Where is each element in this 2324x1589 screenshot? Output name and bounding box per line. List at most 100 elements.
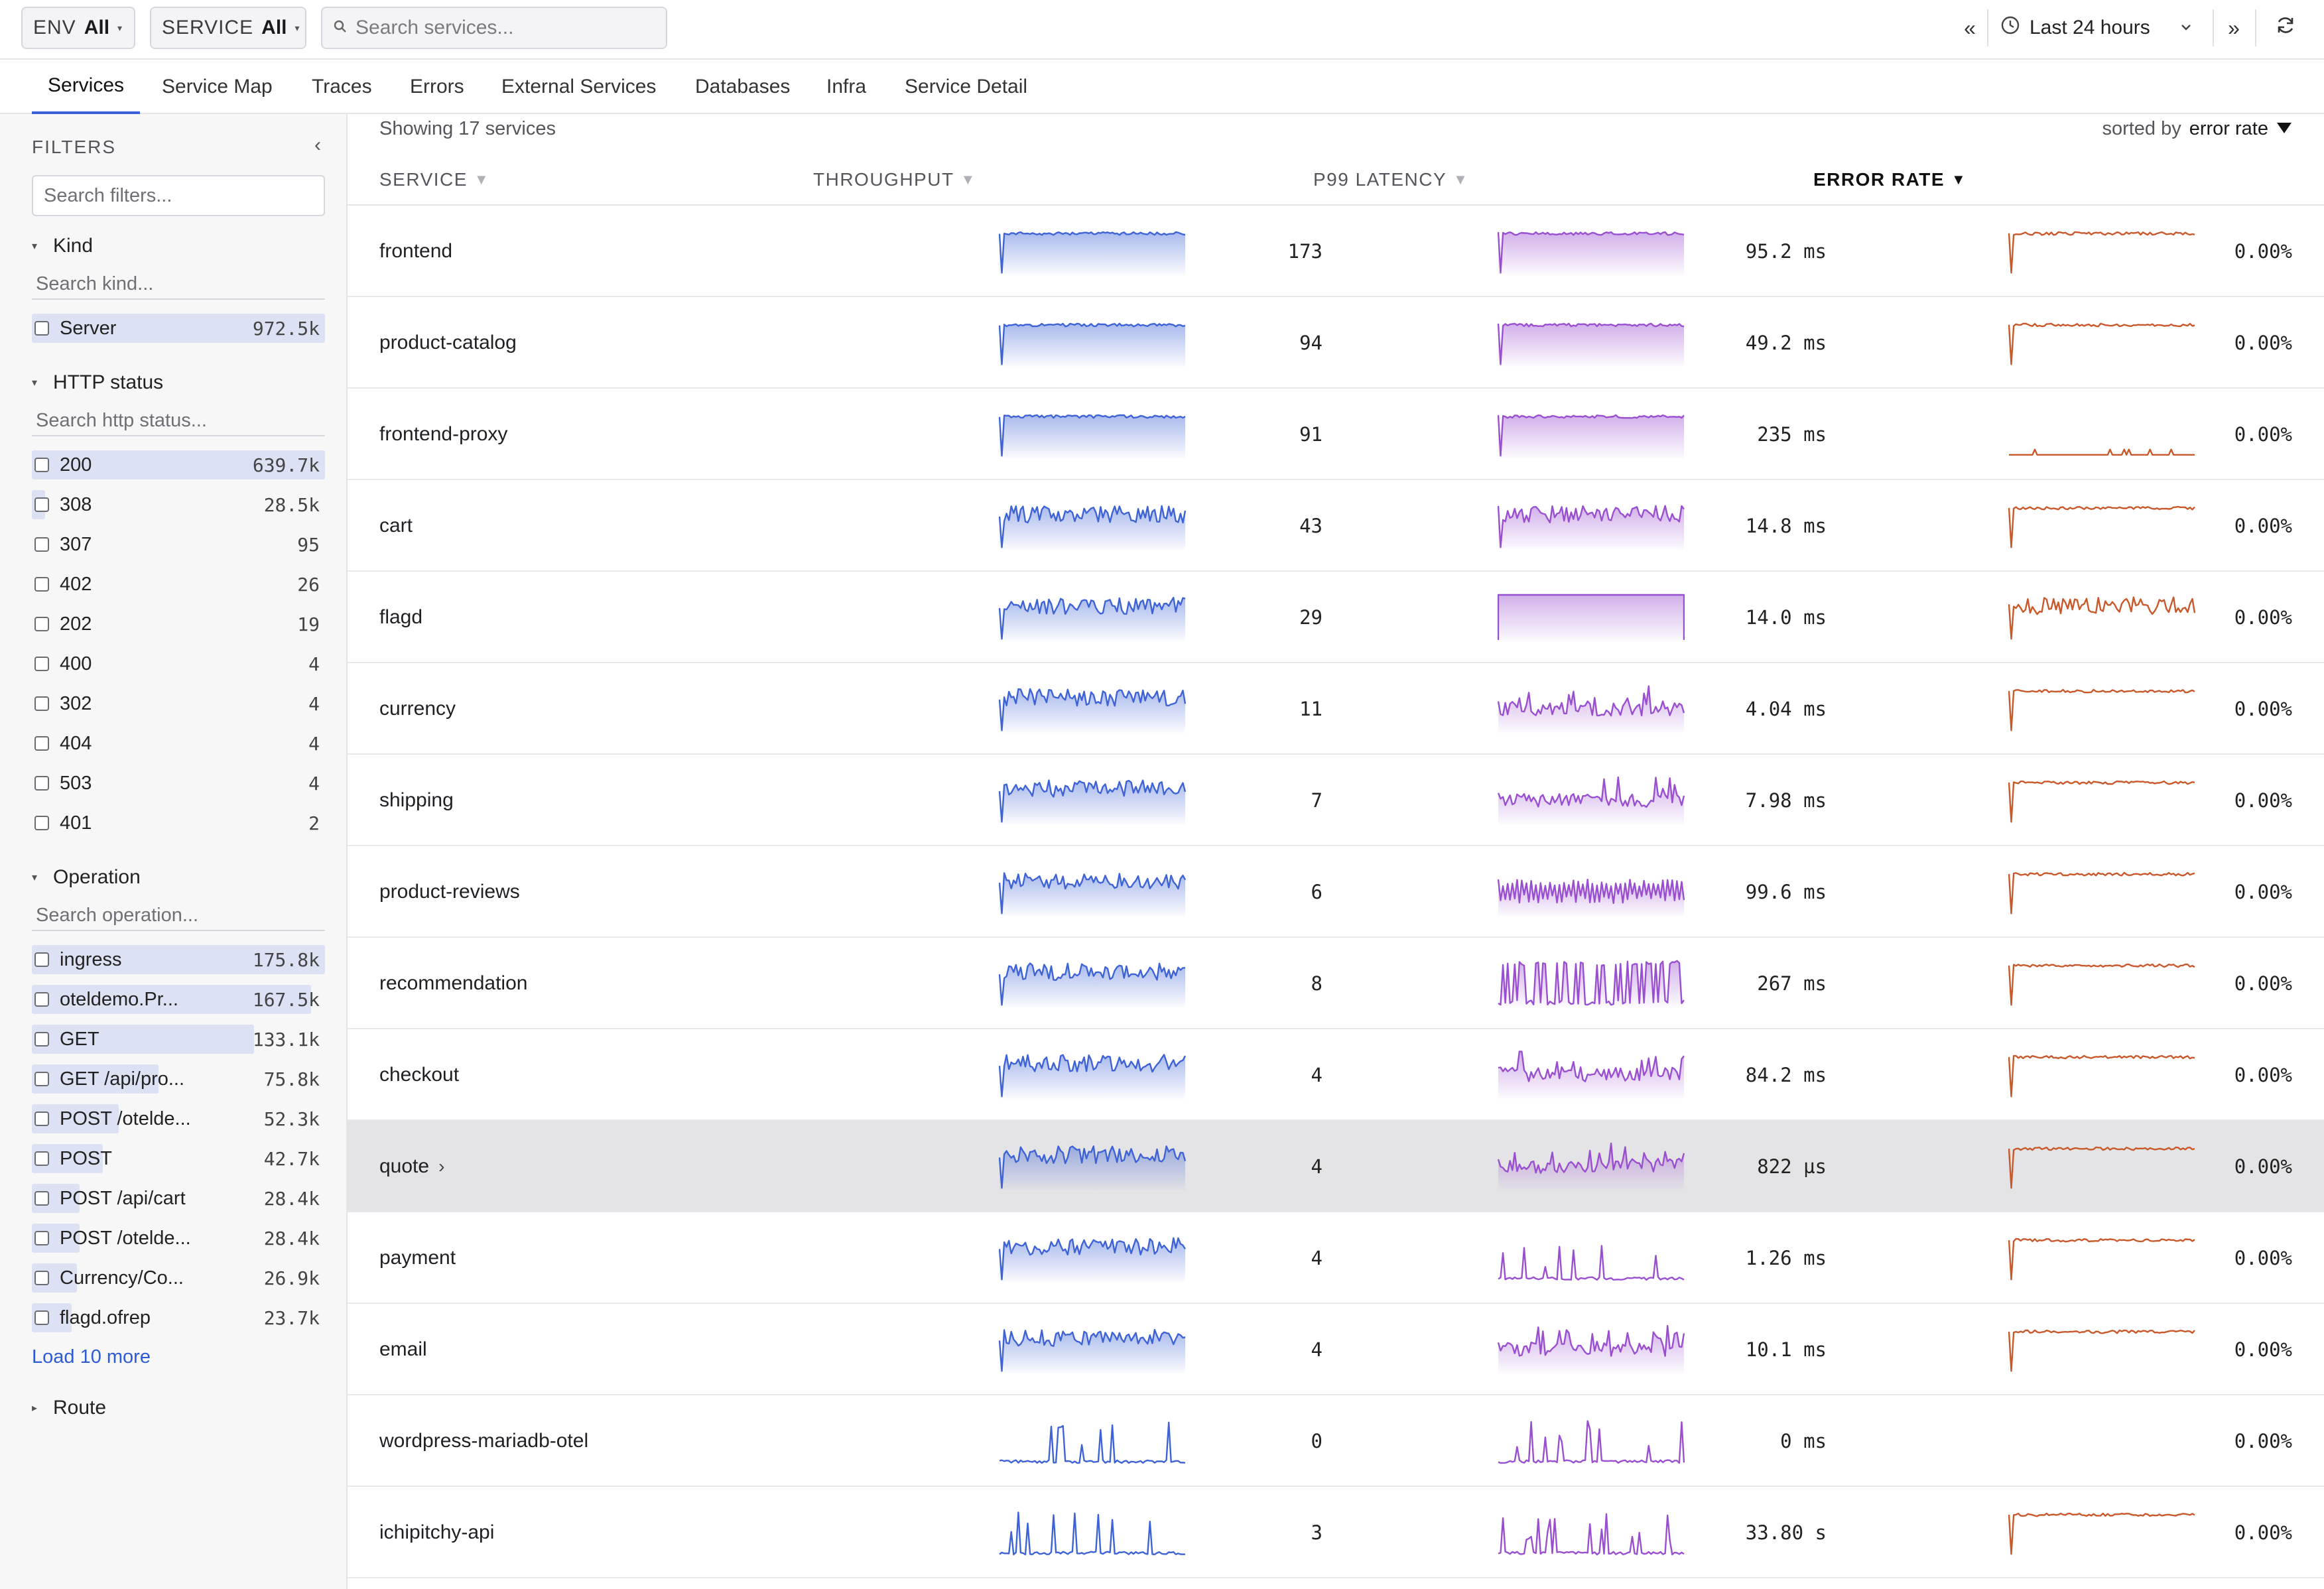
facet-checkbox[interactable] — [34, 696, 49, 711]
facet-row[interactable]: POST /api/cart 28.4k — [32, 1182, 325, 1215]
table-row[interactable]: product-catalog 94 49.2 ms 0.00% — [348, 297, 2324, 389]
service-name-cell[interactable]: checkout — [379, 1029, 459, 1121]
facet-row[interactable]: Server 972.5k — [32, 312, 325, 345]
facet-checkbox[interactable] — [34, 776, 49, 791]
column-header-error-rate[interactable]: ERROR RATE ▼ — [1813, 154, 1967, 206]
service-name-cell[interactable]: recommendation — [379, 938, 527, 1029]
table-row[interactable]: wordpress-mariadb-otel 0 0 ms 0.00% — [348, 1395, 2324, 1487]
facet-checkbox[interactable] — [34, 816, 49, 830]
facet-checkbox[interactable] — [34, 1032, 49, 1047]
tab-infra[interactable]: Infra — [826, 60, 866, 114]
facet-row[interactable]: 404 4 — [32, 727, 325, 760]
facet-row[interactable]: oteldemo.Pr... 167.5k — [32, 983, 325, 1016]
tab-services[interactable]: Services — [32, 60, 141, 114]
facet-row[interactable]: POST 42.7k — [32, 1142, 325, 1175]
service-name-cell[interactable]: currency — [379, 663, 456, 755]
time-back-button[interactable]: « — [1953, 7, 1987, 49]
facet-checkbox[interactable] — [34, 321, 49, 336]
load-more-link[interactable]: Load 10 more — [32, 1346, 151, 1367]
table-row[interactable]: currency 11 4.04 ms 0.00% — [348, 663, 2324, 755]
facet-checkbox[interactable] — [34, 952, 49, 967]
facet-row[interactable]: 200 639.7k — [32, 448, 325, 481]
facet-checkbox[interactable] — [34, 537, 49, 552]
facet-row[interactable]: 402 26 — [32, 568, 325, 601]
http-status-section-toggle[interactable]: ▾ HTTP status — [32, 371, 163, 394]
facet-row[interactable]: flagd.ofrep 23.7k — [32, 1301, 325, 1334]
collapse-sidebar-button[interactable]: ‹ — [314, 134, 321, 157]
table-row[interactable]: ichipitchy-api 3 33.80 s 0.00% — [348, 1487, 2324, 1578]
operation-search-input[interactable] — [36, 901, 325, 930]
facet-row[interactable]: 307 95 — [32, 528, 325, 561]
column-header-service[interactable]: SERVICE ▼ — [379, 154, 489, 206]
facet-checkbox[interactable] — [34, 1072, 49, 1086]
service-search-input[interactable] — [355, 17, 647, 39]
facet-checkbox[interactable] — [34, 736, 49, 751]
table-row[interactable]: frontend 173 95.2 ms 0.00% — [348, 206, 2324, 297]
service-name-cell[interactable]: ichipitchy-api — [379, 1487, 494, 1578]
service-name-cell[interactable]: frontend-proxy — [379, 389, 507, 480]
service-name-cell[interactable]: quote › — [379, 1121, 444, 1212]
facet-row[interactable]: POST /otelde... 52.3k — [32, 1102, 325, 1135]
refresh-button[interactable] — [2264, 7, 2307, 49]
filters-search-input[interactable] — [32, 175, 325, 216]
facet-checkbox[interactable] — [34, 458, 49, 472]
facet-row[interactable]: 302 4 — [32, 687, 325, 720]
facet-row[interactable]: 202 19 — [32, 607, 325, 641]
facet-checkbox[interactable] — [34, 1191, 49, 1206]
table-row[interactable]: cart 43 14.8 ms 0.00% — [348, 480, 2324, 572]
table-row[interactable]: email 4 10.1 ms 0.00% — [348, 1304, 2324, 1395]
facet-checkbox[interactable] — [34, 497, 49, 512]
service-name-cell[interactable]: cart — [379, 480, 413, 572]
table-row[interactable]: product-reviews 6 99.6 ms 0.00% — [348, 846, 2324, 938]
facet-row[interactable]: 400 4 — [32, 647, 325, 680]
service-name-cell[interactable]: email — [379, 1304, 427, 1395]
facet-checkbox[interactable] — [34, 577, 49, 592]
column-header-p99-latency[interactable]: P99 LATENCY ▼ — [1313, 154, 1468, 206]
facet-checkbox[interactable] — [34, 1112, 49, 1126]
time-range-picker[interactable]: Last 24 hours — [2000, 7, 2206, 49]
facet-row[interactable]: 401 2 — [32, 806, 325, 840]
facet-row[interactable]: POST /otelde... 28.4k — [32, 1222, 325, 1255]
route-section-toggle[interactable]: ▸ Route — [32, 1397, 106, 1419]
time-forward-button[interactable]: » — [2217, 7, 2251, 49]
facet-row[interactable]: GET 133.1k — [32, 1023, 325, 1056]
tab-external-services[interactable]: External Services — [501, 60, 656, 114]
service-name-cell[interactable]: product-reviews — [379, 846, 520, 938]
table-row[interactable]: flagd 29 14.0 ms 0.00% — [348, 572, 2324, 663]
kind-section-toggle[interactable]: ▾ Kind — [32, 235, 93, 257]
service-search-box[interactable] — [321, 7, 667, 49]
service-filter-dropdown[interactable]: SERVICE All ▾ — [150, 7, 306, 49]
kind-search-input[interactable] — [36, 269, 325, 298]
facet-checkbox[interactable] — [34, 657, 49, 671]
facet-checkbox[interactable] — [34, 992, 49, 1007]
table-row[interactable]: shipping 7 7.98 ms 0.00% — [348, 755, 2324, 846]
service-name-cell[interactable]: shipping — [379, 755, 454, 846]
tab-errors[interactable]: Errors — [410, 60, 464, 114]
service-name-cell[interactable]: wordpress-mariadb-otel — [379, 1395, 588, 1487]
env-filter-dropdown[interactable]: ENV All ▾ — [21, 7, 135, 49]
tab-service-detail[interactable]: Service Detail — [905, 60, 1027, 114]
facet-checkbox[interactable] — [34, 617, 49, 631]
table-row[interactable]: checkout 4 84.2 ms 0.00% — [348, 1029, 2324, 1121]
facet-checkbox[interactable] — [34, 1271, 49, 1285]
service-name-cell[interactable]: payment — [379, 1212, 456, 1304]
sort-indicator[interactable]: sorted by error rate — [2102, 118, 2292, 140]
service-name-cell[interactable]: product-catalog — [379, 297, 517, 389]
column-header-throughput[interactable]: THROUGHPUT ▼ — [813, 154, 976, 206]
table-row[interactable]: frontend-proxy 91 235 ms 0.00% — [348, 389, 2324, 480]
http-status-search-input[interactable] — [36, 406, 325, 435]
tab-traces[interactable]: Traces — [312, 60, 372, 114]
table-row[interactable]: payment 4 1.26 ms 0.00% — [348, 1212, 2324, 1304]
facet-row[interactable]: GET /api/pro... 75.8k — [32, 1062, 325, 1096]
facet-row[interactable]: 503 4 — [32, 767, 325, 800]
facet-checkbox[interactable] — [34, 1310, 49, 1325]
table-row[interactable]: quote › 4 822 µs 0.00% — [348, 1121, 2324, 1212]
operation-section-toggle[interactable]: ▾ Operation — [32, 866, 141, 889]
service-name-cell[interactable]: frontend — [379, 206, 452, 297]
facet-checkbox[interactable] — [34, 1151, 49, 1166]
table-row[interactable]: recommendation 8 267 ms 0.00% — [348, 938, 2324, 1029]
tab-databases[interactable]: Databases — [695, 60, 790, 114]
tab-service-map[interactable]: Service Map — [162, 60, 273, 114]
facet-row[interactable]: 308 28.5k — [32, 488, 325, 521]
facet-row[interactable]: Currency/Co... 26.9k — [32, 1261, 325, 1295]
